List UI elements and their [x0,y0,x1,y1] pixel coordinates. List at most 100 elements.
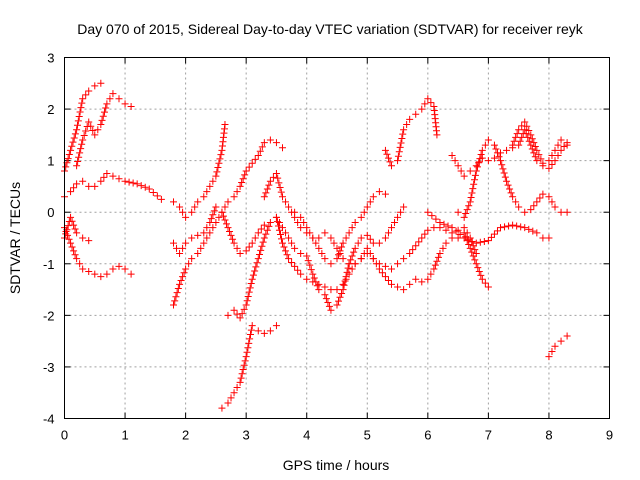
data-point [460,234,468,242]
data-point [342,275,350,283]
data-point [351,219,359,227]
data-point [457,167,465,175]
data-point [554,151,562,159]
data-point [254,229,262,237]
data-point [498,161,506,169]
data-point [466,167,474,175]
data-point [333,255,341,263]
data-point [347,256,355,264]
data-point [525,127,533,135]
data-point [315,280,323,288]
data-point [255,251,263,259]
data-point [263,226,271,234]
data-point [62,163,70,171]
data-point [260,139,268,147]
data-point [241,171,249,179]
data-point [336,293,344,301]
data-point [97,177,105,185]
data-point [68,217,76,225]
data-point [274,174,282,182]
data-point [490,154,498,162]
data-point [545,353,553,361]
data-point [237,374,245,382]
data-point [133,180,141,188]
data-point [327,286,335,294]
data-point [62,230,70,238]
data-point [100,173,108,181]
data-point [507,189,515,197]
data-point [275,179,283,187]
data-point [242,247,250,255]
data-point [149,188,157,196]
data-point [484,157,492,165]
data-point [418,278,426,286]
data-point [303,224,311,232]
data-point [259,238,267,246]
data-point [545,157,553,165]
data-point [548,347,556,355]
data-point [266,177,274,185]
data-point [548,161,556,169]
data-point [471,246,479,254]
x-tick-label: 6 [424,428,431,443]
data-point [100,108,108,116]
data-point [218,142,226,150]
data-point [97,79,105,87]
data-point [230,193,238,201]
data-point [495,153,503,161]
data-point [269,173,277,181]
data-point [513,222,521,230]
data-point [176,280,184,288]
data-point [74,117,82,125]
data-point [463,206,471,214]
data-point [465,202,473,210]
chart-title: Day 070 of 2015, Sidereal Day-to-day VTE… [77,21,583,37]
data-point [471,176,479,184]
data-point [212,203,220,211]
x-tick-label: 5 [364,428,371,443]
data-point [109,90,117,98]
data-point [103,170,111,178]
data-point [321,229,329,237]
data-point [213,168,221,176]
data-point [434,253,442,261]
data-point [406,280,414,288]
data-point [432,215,440,223]
data-point [80,132,88,140]
data-point [348,252,356,260]
data-point [484,136,492,144]
data-point [369,239,377,247]
data-point [285,234,293,242]
data-point [241,357,249,365]
data-point [476,155,484,163]
data-point [230,389,238,397]
data-point [297,249,305,257]
data-point [283,251,291,259]
data-point [412,275,420,283]
series-arc-19 [545,332,571,361]
data-point [303,252,311,260]
data-point [89,127,97,135]
series-arc-17 [424,208,553,247]
data-point [475,158,483,166]
data-point [501,173,509,181]
data-point [381,262,389,270]
series-arc-13 [291,208,480,273]
data-point [207,215,215,223]
data-point [510,137,518,145]
data-point [79,177,87,185]
data-point [74,158,82,166]
data-point [153,192,161,200]
data-point [247,280,255,288]
data-point [513,130,521,138]
data-point [82,91,90,99]
data-point [236,314,244,322]
data-point [528,135,536,143]
data-point [448,224,456,232]
data-point [400,286,408,294]
data-point [246,331,254,339]
data-point [474,264,482,272]
data-point [69,138,77,146]
data-point [251,234,259,242]
data-point [285,203,293,211]
